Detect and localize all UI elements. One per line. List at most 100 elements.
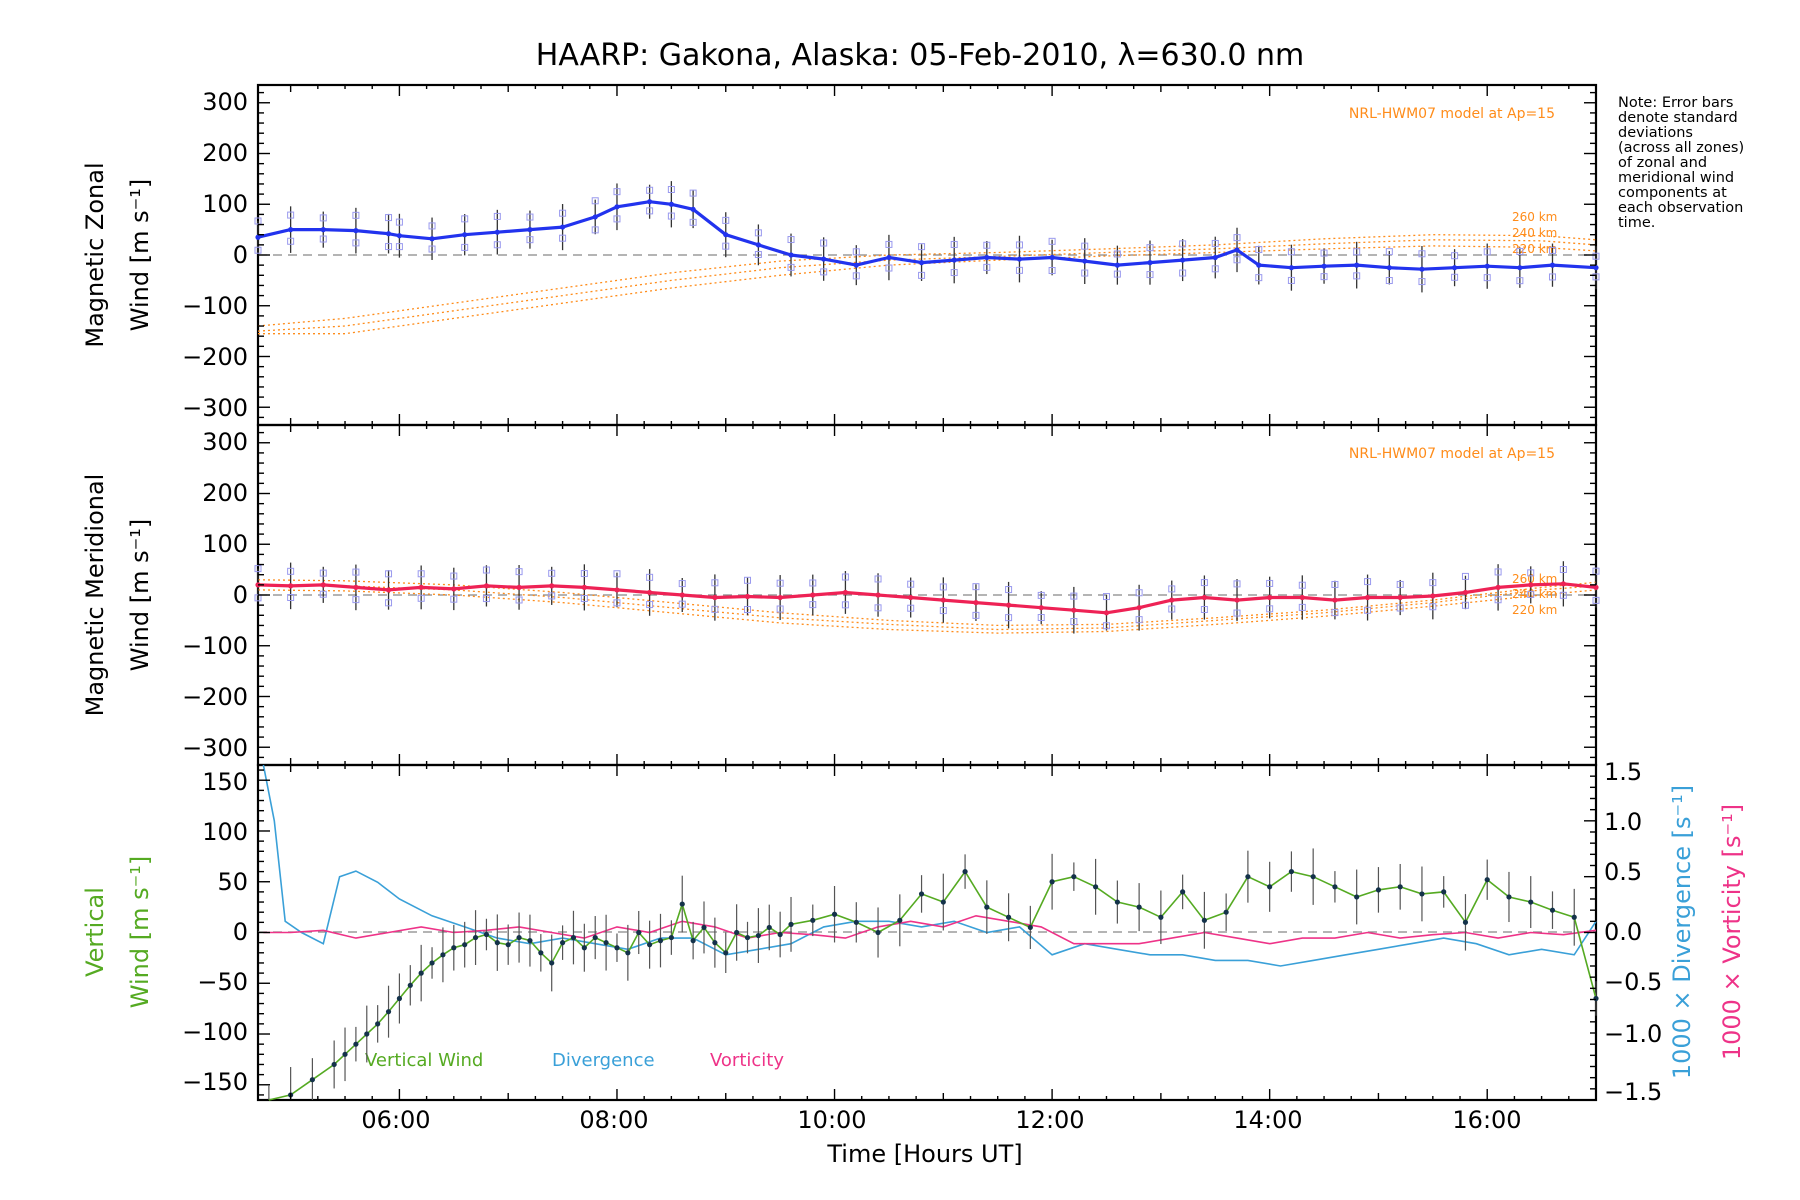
vertical-wind-point — [701, 924, 707, 931]
meridional-zone-marker — [1461, 572, 1469, 580]
zonal-zone-marker — [754, 250, 762, 258]
vertical-ytick-label: 50 — [217, 868, 248, 896]
meridional-wind-point — [320, 582, 326, 588]
meridional-alt-label-220: 220 km — [1512, 603, 1557, 617]
model-curve-240km — [257, 239, 1597, 332]
zonal-wind-point — [821, 256, 827, 262]
meridional-zone-marker — [1200, 606, 1208, 614]
zonal-wind-point — [647, 199, 653, 205]
zonal-zone-marker — [1255, 274, 1263, 282]
zonal-zone-marker — [646, 207, 654, 215]
xtick-label: 10:00 — [797, 1106, 866, 1134]
zonal-zone-marker — [1113, 270, 1121, 278]
meridional-yticks: 300 200 100 0 −100 −200 −300 — [182, 428, 248, 762]
vertical-wind-point — [1528, 899, 1534, 905]
meridional-zone-marker — [678, 580, 686, 588]
meridional-wind-point — [810, 592, 816, 598]
meridional-zone-marker — [352, 596, 360, 604]
meridional-zone-marker — [874, 575, 882, 583]
zonal-zone-marker — [950, 240, 958, 248]
meridional-zone-marker — [972, 583, 980, 591]
meridional-wind-point — [1462, 589, 1469, 596]
vertical-wind-point — [1223, 909, 1229, 915]
meridional-zone-marker — [1298, 603, 1306, 611]
meridional-zone-marker — [1233, 580, 1241, 588]
meridional-wind-point — [1430, 593, 1436, 599]
zonal-wind-point — [1593, 265, 1599, 271]
meridional-wind-point — [647, 589, 653, 596]
meridional-zone-marker — [841, 573, 849, 581]
meridional-zone-marker — [1102, 622, 1110, 630]
zonal-zone-marker — [722, 216, 730, 224]
zonal-wind-series — [254, 181, 1600, 293]
zonal-zone-marker — [950, 269, 958, 277]
note-line: deviations — [1618, 125, 1693, 141]
meridional-panel: Magnetic Meridional Wind [m s⁻¹] NRL-HWM… — [81, 423, 1600, 767]
zonal-zone-marker — [613, 188, 621, 196]
meridional-zone-marker — [1070, 618, 1078, 626]
meridional-zone-marker — [1298, 581, 1306, 589]
meridional-model-curves — [257, 579, 1597, 634]
meridional-wind-point — [516, 584, 522, 590]
zonal-zone-marker — [1233, 256, 1241, 264]
zonal-wind-point — [462, 232, 468, 238]
zonal-zone-marker — [1320, 249, 1328, 257]
meridional-wind-point — [353, 584, 359, 590]
zonal-wind-point — [984, 254, 990, 261]
zonal-wind-point — [1354, 262, 1360, 268]
vertical-wind-point — [353, 1041, 359, 1047]
zonal-zone-marker — [591, 197, 599, 205]
meridional-zone-marker — [515, 568, 523, 576]
model-curve-220km — [258, 245, 1597, 335]
zonal-ylabel-2: Wind [m s⁻¹] — [126, 179, 154, 331]
meridional-zone-marker — [580, 594, 588, 602]
right-ytick-label: −1.5 — [1604, 1078, 1662, 1106]
vertical-wind-point — [364, 1031, 370, 1037]
zonal-zone-marker — [918, 243, 926, 251]
meridional-zone-marker — [385, 599, 393, 607]
divergence-line — [262, 764, 1597, 967]
zonal-zone-marker — [319, 235, 327, 243]
zonal-zone-marker — [1548, 273, 1556, 281]
meridional-zone-marker — [385, 570, 393, 578]
meridional-zone-marker — [809, 601, 817, 609]
vertical-wind-point — [1310, 874, 1316, 880]
meridional-wind-point — [385, 587, 392, 593]
meridional-ytick-label: 300 — [202, 428, 248, 456]
zonal-zone-marker — [1179, 269, 1187, 277]
meridional-wind-point — [1267, 594, 1273, 601]
legend-divergence: Divergence — [552, 1050, 655, 1071]
note-line: Note: Error bars — [1618, 95, 1733, 111]
model-curve-260km — [257, 234, 1597, 327]
vertical-wind-point — [1549, 907, 1556, 913]
zonal-wind-point — [1114, 262, 1120, 268]
meridional-wind-point — [1005, 602, 1012, 608]
zonal-zone-marker — [787, 263, 795, 271]
zonal-zone-marker — [395, 243, 403, 251]
zonal-zone-marker — [1516, 247, 1524, 255]
right-ytick-label: 0.0 — [1604, 918, 1642, 946]
zonal-zone-marker — [754, 229, 762, 237]
zonal-zone-marker — [1548, 246, 1556, 254]
vertical-ytick-label: 150 — [202, 768, 248, 796]
meridional-zone-marker — [319, 569, 327, 577]
vertical-wind-point — [331, 1061, 337, 1068]
vertical-wind-point — [744, 934, 751, 941]
zonal-wind-point — [788, 252, 794, 258]
meridional-zone-marker — [1396, 580, 1404, 588]
vertical-wind-point — [309, 1077, 315, 1083]
zonal-zone-marker — [1451, 252, 1459, 260]
meridional-wind-point — [1136, 605, 1142, 611]
zonal-zone-marker — [1353, 272, 1361, 280]
zonal-zone-marker — [1015, 241, 1023, 249]
legend-vorticity: Vorticity — [710, 1050, 784, 1071]
vertical-wind-point — [712, 940, 718, 946]
zonal-zone-marker — [1081, 269, 1089, 277]
meridional-wind-point — [940, 597, 946, 603]
zonal-wind-point — [1484, 263, 1490, 269]
zonal-zone-marker — [1320, 273, 1328, 281]
meridional-zone-marker — [1461, 601, 1469, 609]
note-line: of zonal and — [1618, 155, 1707, 171]
meridional-zone-marker — [1168, 585, 1176, 593]
